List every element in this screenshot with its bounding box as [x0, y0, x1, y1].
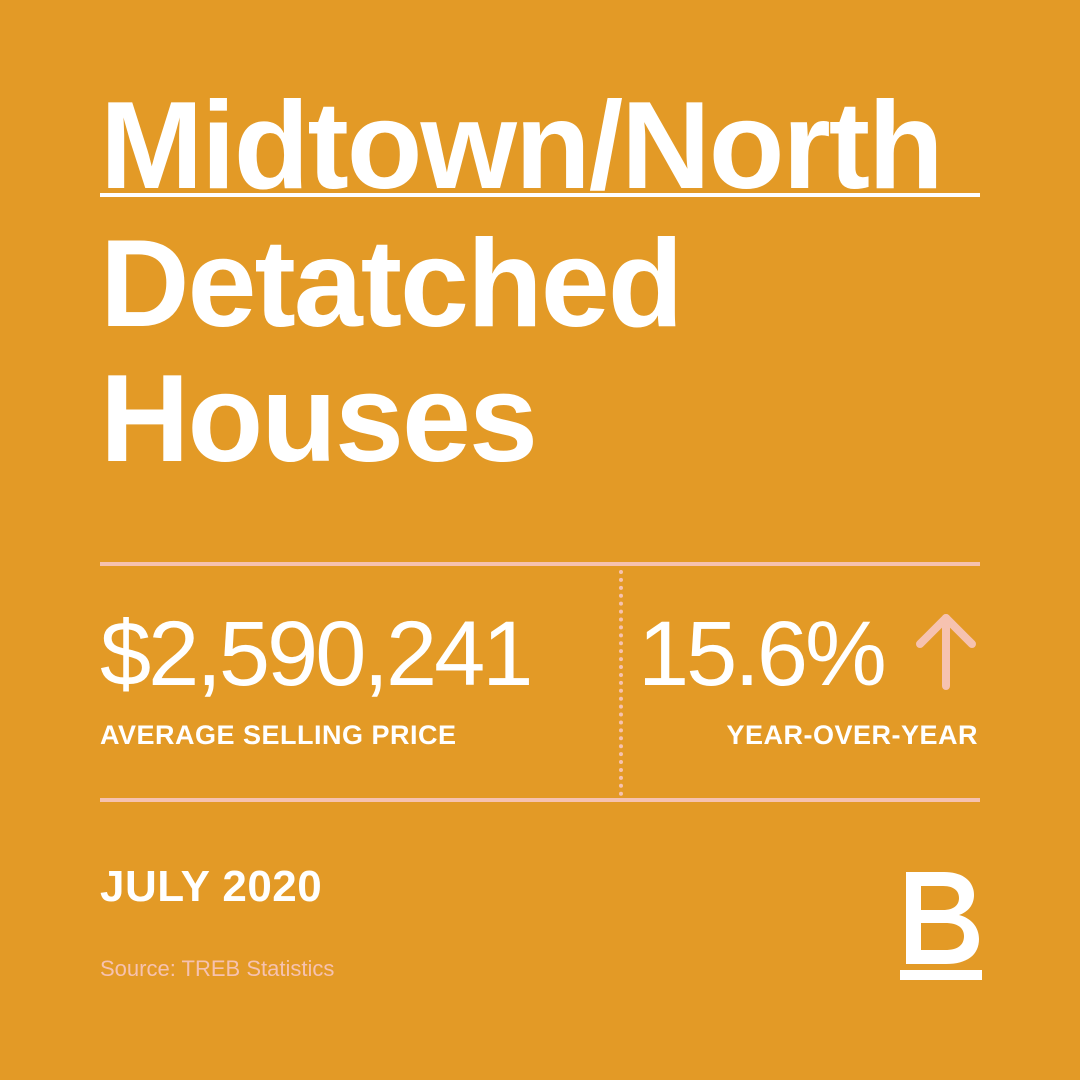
- stats-bottom-rule: [100, 798, 980, 802]
- brand-logo-icon: [900, 872, 982, 980]
- title-line-2: Detatched: [100, 215, 683, 353]
- stats-top-rule: [100, 562, 980, 566]
- year-over-year-label: YEAR-OVER-YEAR: [726, 720, 978, 750]
- report-date: JULY 2020: [100, 862, 323, 911]
- source-note: Source: TREB Statistics: [100, 956, 335, 981]
- title-line-3: Houses: [100, 350, 538, 488]
- year-over-year-value: 15.6%: [638, 603, 887, 705]
- average-price-label: AVERAGE SELLING PRICE: [100, 720, 457, 750]
- title-line-1: Midtown/North: [100, 77, 944, 215]
- average-price-value: $2,590,241: [100, 603, 533, 705]
- up-arrow-icon: [916, 614, 976, 690]
- title-underline: [100, 193, 980, 197]
- stats-divider: [619, 570, 623, 796]
